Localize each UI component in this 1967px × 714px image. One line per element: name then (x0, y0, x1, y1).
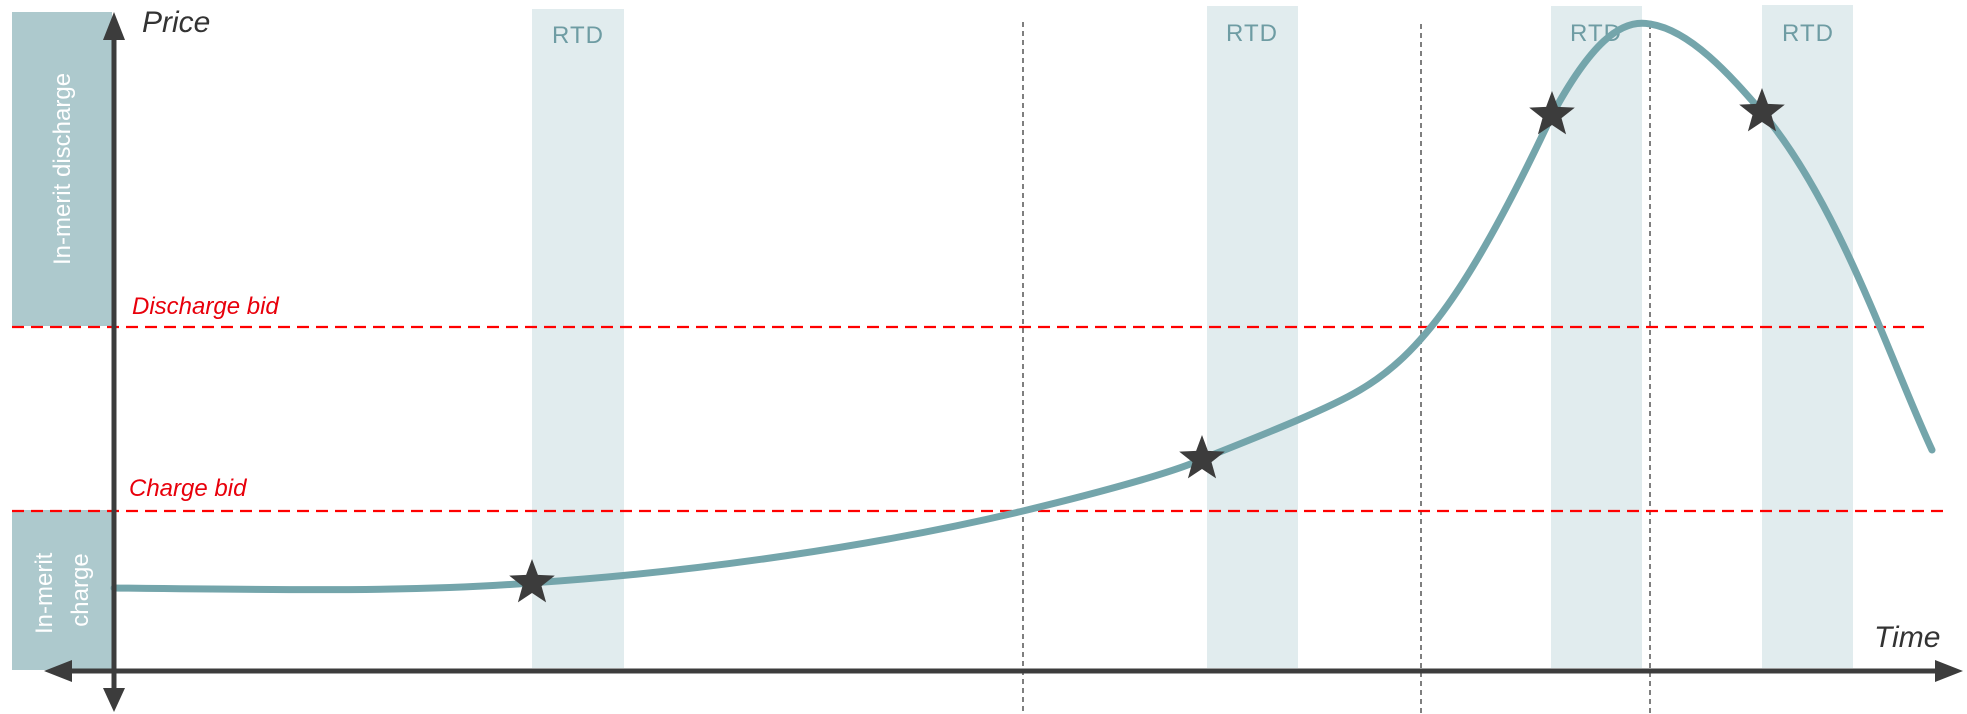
y-axis-bottom-arrow (103, 688, 125, 712)
x-axis-title: Time (1874, 621, 1940, 654)
in-merit-discharge-zone (12, 12, 112, 326)
rtd-window-1 (532, 9, 624, 668)
x-axis-right-arrow (1935, 660, 1963, 682)
x-axis (44, 660, 1963, 682)
in-merit-charge-zone (12, 510, 112, 670)
rtd-label-2: RTD (1226, 20, 1278, 47)
discharge-bid-label: Discharge bid (132, 293, 279, 320)
in-merit-charge-label-line-2: charge (67, 553, 94, 626)
in-merit-discharge-label: In-merit discharge (49, 73, 76, 265)
star-marker-3 (1529, 91, 1575, 135)
in-merit-charge-label: In-merit charge (31, 546, 94, 634)
price-curve (110, 19, 1936, 594)
rtd-label-1: RTD (552, 22, 604, 49)
rtd-window-4 (1762, 5, 1853, 668)
rtd-label-4: RTD (1782, 20, 1834, 47)
y-axis-title: Price (142, 6, 210, 39)
star-marker-4 (1739, 88, 1785, 132)
charge-bid-label: Charge bid (129, 475, 247, 502)
star-marker-2 (1179, 435, 1225, 479)
y-axis-top-arrow (103, 12, 125, 40)
y-axis (103, 12, 125, 712)
star-markers (509, 88, 1785, 603)
rtd-window-2 (1207, 6, 1298, 668)
rtd-window-3 (1551, 6, 1642, 668)
star-marker-1 (509, 559, 555, 603)
in-merit-charge-label-line-1: In-merit (31, 552, 58, 634)
x-axis-left-arrow (44, 660, 72, 682)
